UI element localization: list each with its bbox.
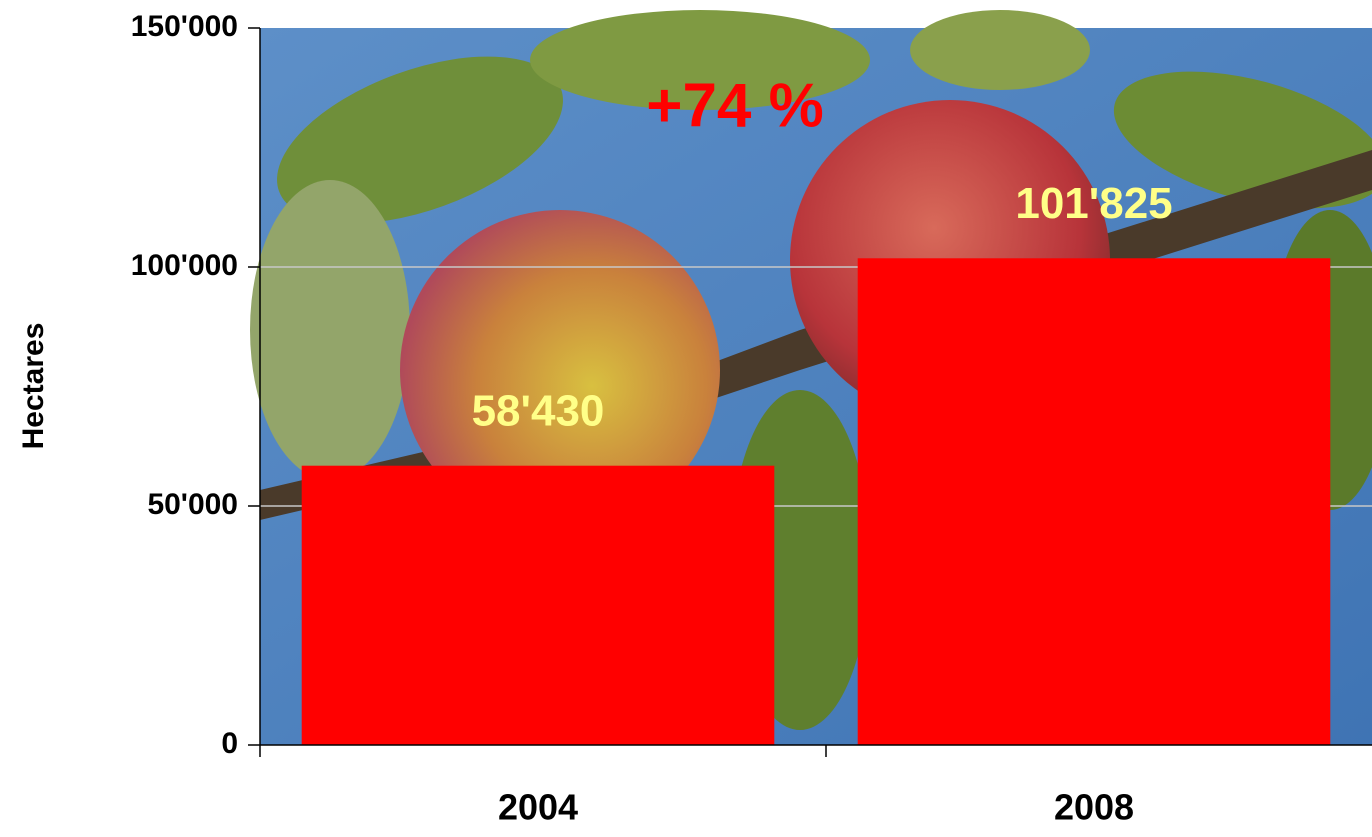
- y-tick-label: 0: [221, 727, 238, 760]
- annotation: +74 %: [646, 71, 824, 140]
- bar: [302, 466, 775, 745]
- chart: Hectares +74 % 0 50'000 100'000 150'000 2004…: [0, 0, 1372, 837]
- value-label: 101'825: [1015, 179, 1172, 228]
- y-tick-label: 100'000: [131, 249, 238, 282]
- x-tick-label: 2004: [498, 787, 578, 828]
- y-tick-label: 150'000: [131, 10, 238, 43]
- x-tick-label: 2008: [1054, 787, 1134, 828]
- value-label: 58'430: [472, 386, 605, 435]
- bar: [858, 258, 1331, 745]
- y-tick-label: 50'000: [147, 488, 238, 521]
- y-axis-label: Hectares: [17, 323, 50, 450]
